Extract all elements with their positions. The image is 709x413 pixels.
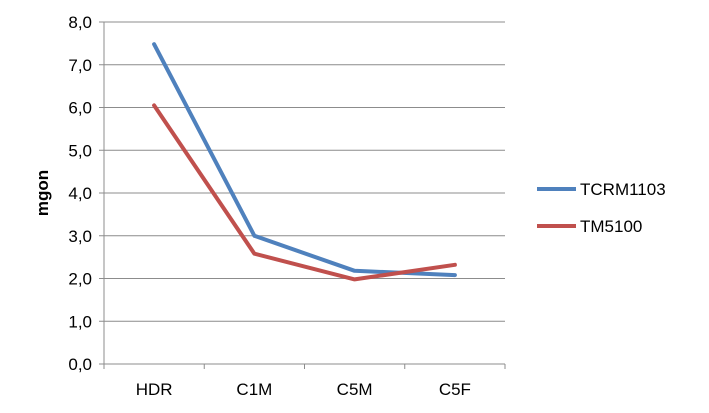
x-tick-labels: HDR C1M C5M C5F — [136, 380, 471, 399]
y-tick-label: 4,0 — [68, 184, 92, 203]
y-tick-label: 1,0 — [68, 312, 92, 331]
legend-label: TCRM1103 — [580, 180, 666, 199]
series-lines — [152, 42, 457, 282]
legend-label: TM5100 — [580, 217, 642, 236]
y-axis-title: mgon — [33, 170, 52, 216]
y-tick-labels: 0,0 1,0 2,0 3,0 4,0 5,0 6,0 7,0 8,0 — [68, 13, 92, 374]
x-tick-label: C5M — [337, 380, 373, 399]
series-line-tcrm1103 — [152, 42, 457, 278]
x-tick-label: C1M — [236, 380, 272, 399]
x-tick-label: HDR — [136, 380, 173, 399]
gridlines — [104, 21, 505, 322]
y-tick-label: 3,0 — [68, 227, 92, 246]
y-tick-label: 8,0 — [68, 13, 92, 32]
y-tick-label: 7,0 — [68, 56, 92, 75]
y-tick-label: 0,0 — [68, 355, 92, 374]
x-tick-label: C5F — [439, 380, 471, 399]
series-line-tm5100 — [152, 103, 457, 282]
axes — [99, 21, 506, 369]
y-tick-label: 5,0 — [68, 141, 92, 160]
y-tick-label: 6,0 — [68, 99, 92, 118]
legend: TCRM1103 TM5100 — [537, 180, 666, 236]
y-tick-label: 2,0 — [68, 270, 92, 289]
